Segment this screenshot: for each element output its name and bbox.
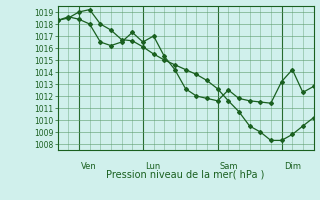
Text: Lun: Lun xyxy=(145,162,160,171)
X-axis label: Pression niveau de la mer( hPa ): Pression niveau de la mer( hPa ) xyxy=(107,169,265,179)
Text: Sam: Sam xyxy=(220,162,238,171)
Text: Dim: Dim xyxy=(284,162,301,171)
Text: Ven: Ven xyxy=(81,162,97,171)
